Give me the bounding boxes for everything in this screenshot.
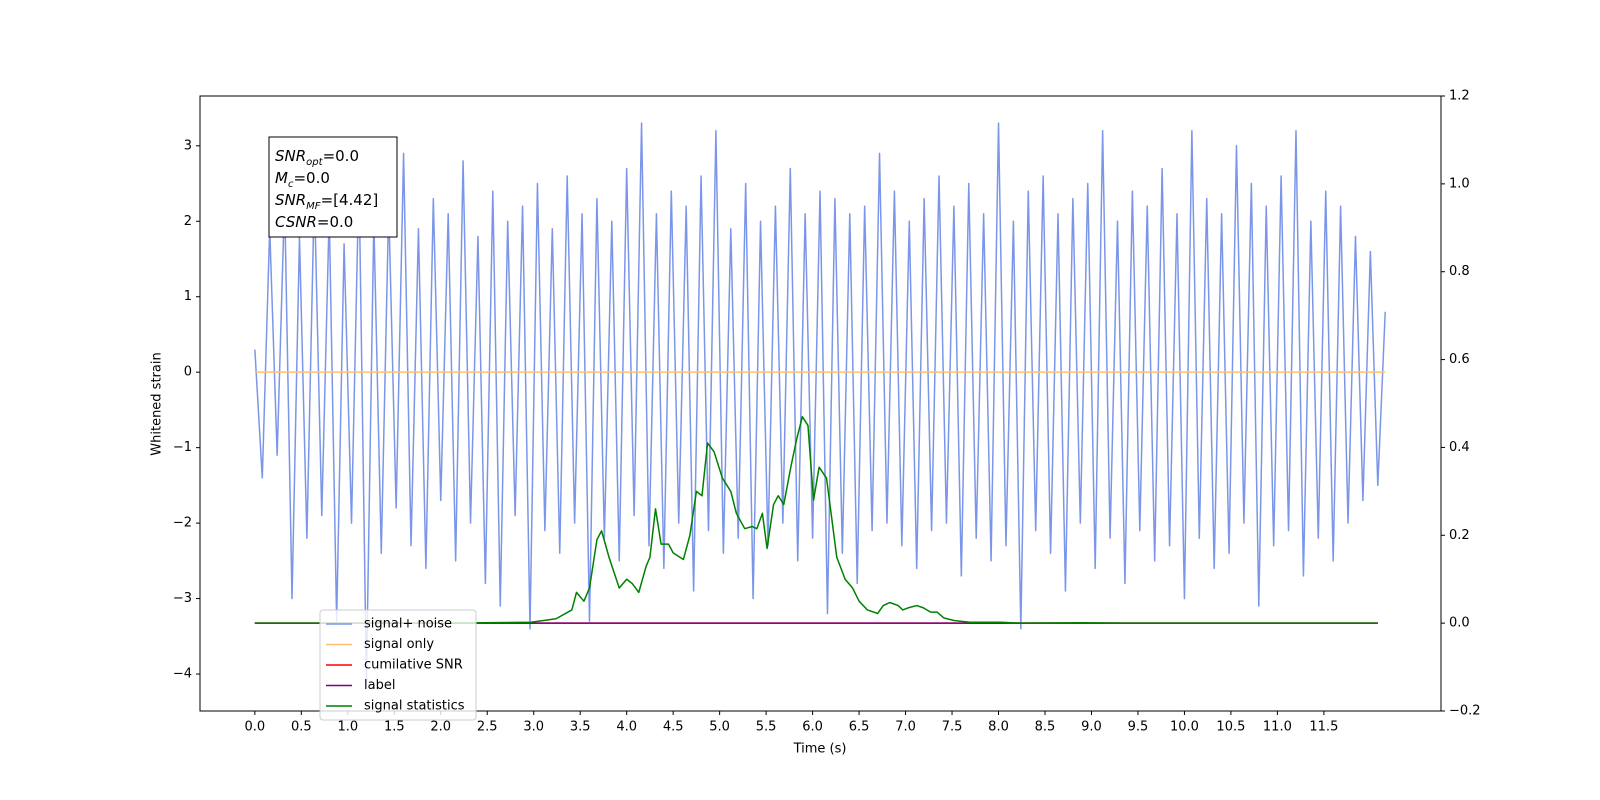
legend-label: label <box>364 678 395 693</box>
y2-tick-label: 0.2 <box>1449 528 1470 543</box>
annotation-line: SNRopt=0.0 <box>275 147 359 168</box>
y2-tick-label: 0.4 <box>1449 440 1470 455</box>
legend-box <box>319 609 477 721</box>
annotation-subscript: MF <box>306 201 321 212</box>
x-tick-label: 8.0 <box>988 720 1009 735</box>
y2-tick-label: 0.8 <box>1449 264 1470 279</box>
annotation-value: =0.0 <box>317 213 353 231</box>
x-tick-label: 1.0 <box>337 720 358 735</box>
y-tick-label: 1 <box>184 289 192 304</box>
x-tick-label: 5.0 <box>709 720 730 735</box>
y2-tick-label: 1.0 <box>1449 176 1470 191</box>
x-tick-label: 4.0 <box>616 720 637 735</box>
y-tick-label: −4 <box>173 667 192 682</box>
y-tick-label: −3 <box>173 591 192 606</box>
y-axis-label: Whitened strain <box>150 352 165 455</box>
y2-tick-label: −0.2 <box>1449 704 1481 719</box>
y2-tick-label: 0.6 <box>1449 352 1470 367</box>
x-tick-label: 3.0 <box>523 720 544 735</box>
annotation-line: Mc=0.0 <box>275 169 330 190</box>
annotation-symbol: M <box>275 169 288 187</box>
series-line <box>254 122 1386 683</box>
axes-frame <box>199 95 1442 712</box>
annotation-value: =[4.42] <box>321 191 379 209</box>
annotation-value: =0.0 <box>293 169 329 187</box>
plot-area <box>254 122 1386 683</box>
x-tick-label: 4.5 <box>663 720 684 735</box>
x-tick-label: 3.5 <box>570 720 591 735</box>
annotation-symbol: SNR <box>275 147 306 165</box>
x-tick-label: 1.5 <box>384 720 405 735</box>
annotation-subscript: opt <box>306 157 323 168</box>
y-tick-label: 0 <box>184 365 192 380</box>
x-tick-label: 5.5 <box>756 720 777 735</box>
x-tick-label: 0.0 <box>245 720 266 735</box>
x-tick-label: 8.5 <box>1035 720 1056 735</box>
x-tick-label: 11.0 <box>1263 720 1292 735</box>
x-tick-label: 11.5 <box>1309 720 1338 735</box>
x-tick-label: 0.5 <box>291 720 312 735</box>
x-tick-label: 10.0 <box>1170 720 1199 735</box>
legend-label: signal only <box>364 637 434 652</box>
y-tick-label: 2 <box>184 214 192 229</box>
annotation-value: =0.0 <box>323 147 359 165</box>
y-tick-label: −1 <box>173 440 192 455</box>
legend-label: signal statistics <box>364 699 465 714</box>
y-tick-label: −2 <box>173 516 192 531</box>
annotation-subscript: c <box>288 179 294 190</box>
x-tick-label: 10.5 <box>1216 720 1245 735</box>
annotation-line: CSNR=0.0 <box>275 213 353 231</box>
x-tick-label: 9.0 <box>1081 720 1102 735</box>
x-axis-label: Time (s) <box>793 742 847 757</box>
x-tick-label: 6.0 <box>802 720 823 735</box>
x-tick-label: 2.0 <box>430 720 451 735</box>
x-tick-label: 2.5 <box>477 720 498 735</box>
y2-tick-label: 0.0 <box>1449 616 1470 631</box>
annotation-symbol: CSNR <box>275 213 317 231</box>
annotation-line: SNRMF=[4.42] <box>275 191 378 212</box>
legend-label: cumilative SNR <box>364 658 463 673</box>
x-tick-label: 9.5 <box>1128 720 1149 735</box>
y-tick-label: 3 <box>184 138 192 153</box>
x-tick-label: 7.0 <box>895 720 916 735</box>
x-tick-label: 6.5 <box>849 720 870 735</box>
series-line <box>254 415 1378 624</box>
annotation-box <box>268 136 398 238</box>
x-tick-label: 7.5 <box>942 720 963 735</box>
y2-tick-label: 1.2 <box>1449 89 1470 104</box>
annotation-symbol: SNR <box>275 191 306 209</box>
legend-label: signal+ noise <box>364 617 452 632</box>
